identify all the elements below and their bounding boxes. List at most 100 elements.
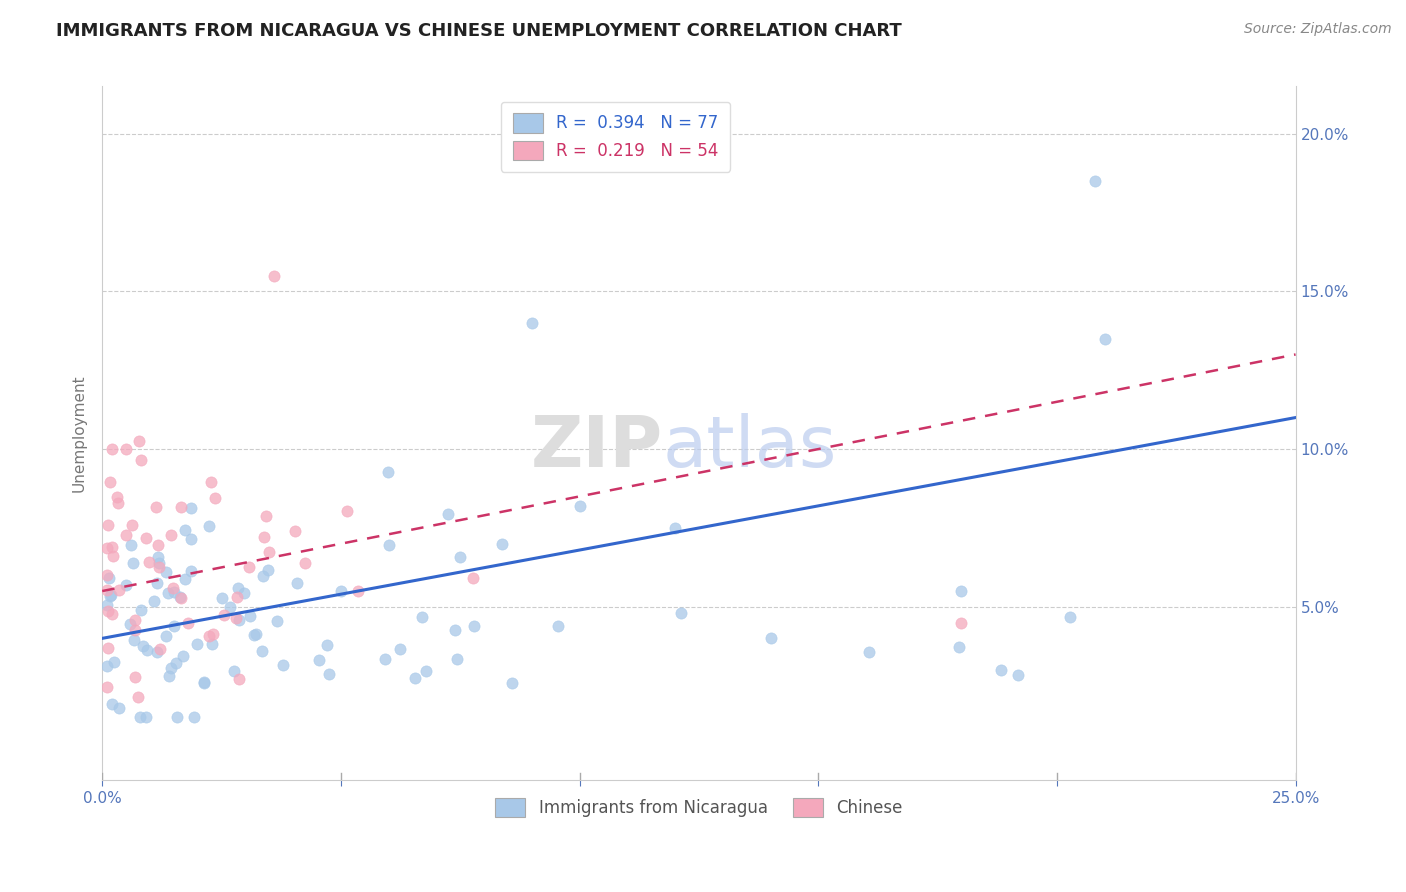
Point [96, 599, 118, 613]
Point [520, 316, 543, 330]
Point [411, 610, 433, 624]
Point [114, 528, 136, 542]
Point [263, 268, 285, 283]
Point [148, 556, 170, 570]
Point [122, 557, 145, 571]
Point [169, 590, 191, 604]
Point [157, 669, 180, 683]
Point [97, 518, 120, 533]
Y-axis label: Unemployment: Unemployment [72, 375, 86, 492]
Point [162, 581, 184, 595]
Point [228, 672, 250, 686]
Point [177, 616, 200, 631]
Point [253, 530, 276, 544]
Point [294, 556, 316, 570]
Point [101, 540, 124, 554]
Point [415, 664, 437, 678]
Point [156, 585, 179, 599]
Point [174, 524, 197, 538]
Point [96, 582, 118, 597]
Point [129, 602, 152, 616]
Point [284, 524, 307, 538]
Point [135, 710, 157, 724]
Point [225, 611, 247, 625]
Point [135, 531, 157, 545]
Text: ZIP: ZIP [531, 413, 664, 482]
Point [97, 640, 120, 655]
Point [170, 591, 193, 606]
Point [100, 442, 122, 456]
Point [160, 528, 183, 542]
Point [211, 591, 233, 606]
Point [97, 604, 120, 618]
Point [226, 581, 249, 595]
Point [1094, 332, 1116, 346]
Point [103, 655, 125, 669]
Point [252, 569, 274, 583]
Point [115, 442, 138, 456]
Text: Source: ZipAtlas.com: Source: ZipAtlas.com [1244, 22, 1392, 37]
Point [990, 664, 1012, 678]
Point [100, 588, 122, 602]
Point [1084, 174, 1107, 188]
Point [98, 589, 121, 603]
Point [128, 434, 150, 448]
Point [285, 576, 308, 591]
Point [257, 563, 280, 577]
Point [202, 627, 225, 641]
Point [101, 549, 124, 563]
Point [547, 619, 569, 633]
Point [149, 641, 172, 656]
Point [446, 651, 468, 665]
Point [226, 590, 249, 604]
Point [96, 659, 118, 673]
Point [170, 500, 193, 514]
Point [444, 624, 467, 638]
Point [245, 626, 267, 640]
Point [124, 614, 146, 628]
Point [118, 616, 141, 631]
Point [186, 637, 208, 651]
Point [96, 680, 118, 694]
Point [404, 671, 426, 685]
Point [1007, 668, 1029, 682]
Point [108, 701, 131, 715]
Point [950, 615, 973, 630]
Point [165, 656, 187, 670]
Point [950, 584, 973, 599]
Point [329, 584, 352, 599]
Point [180, 500, 202, 515]
Point [98, 475, 121, 489]
Point [201, 637, 224, 651]
Point [239, 609, 262, 624]
Point [198, 519, 221, 533]
Point [219, 600, 242, 615]
Text: IMMIGRANTS FROM NICARAGUA VS CHINESE UNEMPLOYMENT CORRELATION CHART: IMMIGRANTS FROM NICARAGUA VS CHINESE UNE… [56, 22, 903, 40]
Point [166, 710, 188, 724]
Point [120, 538, 142, 552]
Point [200, 475, 222, 490]
Point [172, 648, 194, 663]
Point [97, 571, 120, 585]
Point [378, 538, 401, 552]
Point [183, 710, 205, 724]
Point [389, 641, 412, 656]
Point [132, 639, 155, 653]
Point [124, 670, 146, 684]
Point [374, 652, 396, 666]
Point [377, 465, 399, 479]
Point [316, 638, 339, 652]
Text: atlas: atlas [664, 413, 838, 482]
Point [129, 453, 152, 467]
Point [238, 559, 260, 574]
Point [96, 568, 118, 582]
Point [155, 629, 177, 643]
Point [347, 583, 370, 598]
Point [163, 619, 186, 633]
Point [204, 491, 226, 505]
Point [463, 570, 485, 584]
Point [198, 629, 221, 643]
Point [101, 607, 124, 621]
Point [271, 658, 294, 673]
Point [193, 676, 215, 690]
